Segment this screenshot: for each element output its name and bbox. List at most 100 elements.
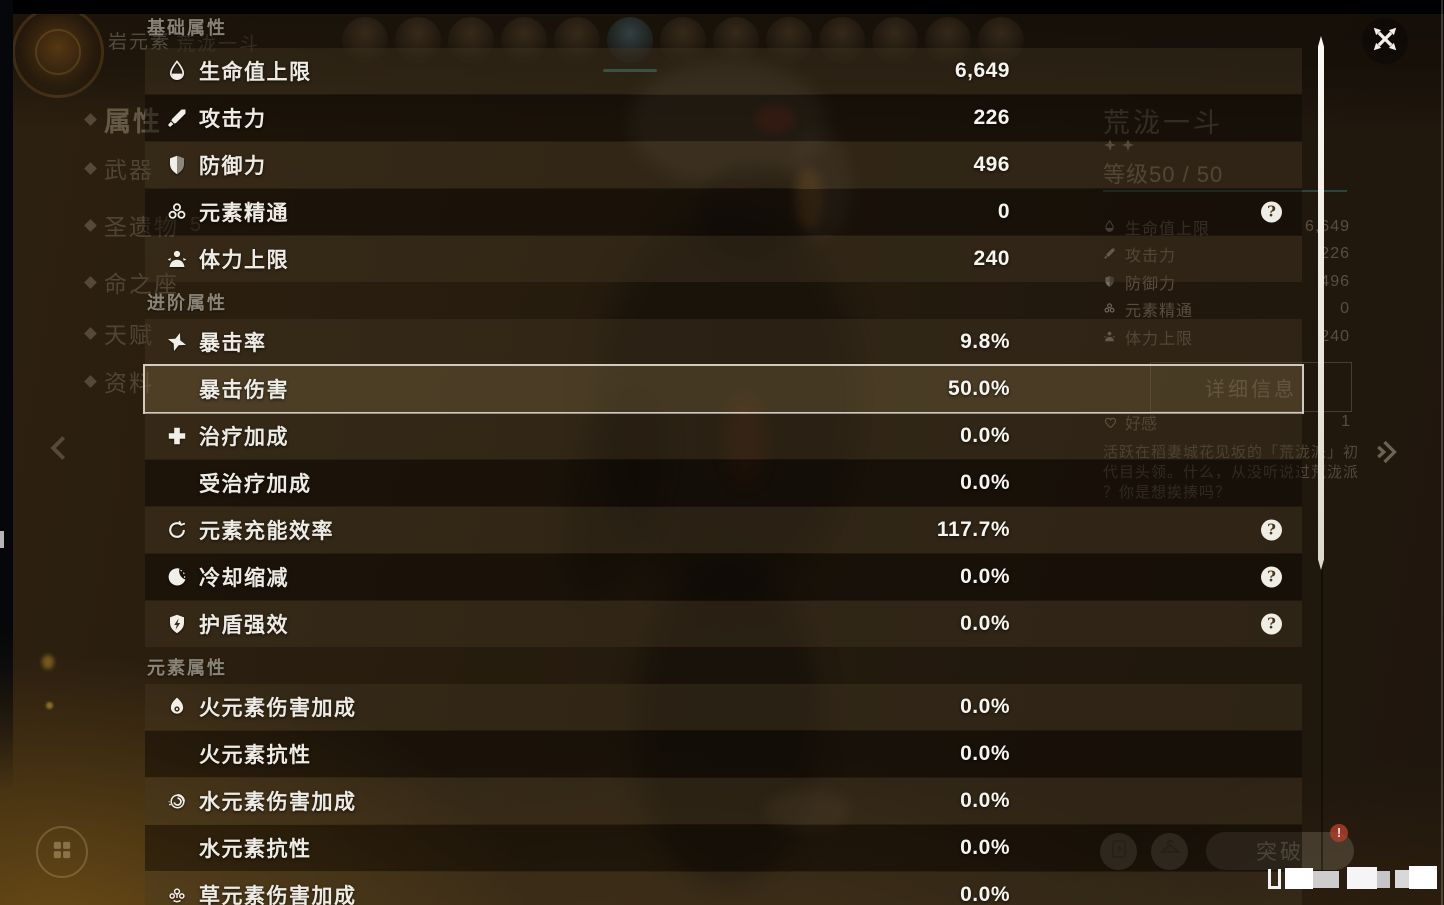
close-button[interactable] <box>1362 18 1408 64</box>
stat-row-3-3[interactable]: 水元素伤害加成 0.0% <box>145 778 1302 824</box>
section-title: 进阶属性 <box>147 293 227 313</box>
party-avatar[interactable] <box>819 17 865 63</box>
card-stat-row: 体力上限 240 <box>1103 323 1350 351</box>
party-avatar[interactable] <box>713 17 759 63</box>
stat-label: 受治疗加成 <box>199 473 312 496</box>
character-name: 荒泷一斗 <box>1103 108 1223 138</box>
sidebar-item-label: 圣遗物 <box>104 214 179 240</box>
chevron-left-icon[interactable] <box>45 434 73 466</box>
stat-row-2-2[interactable]: 暴击伤害 50.0% <box>143 364 1304 414</box>
card-stat-label: 生命值上限 <box>1125 220 1211 238</box>
stat-label: 冷却缩减 <box>199 567 289 590</box>
sparkle-dot <box>42 655 54 669</box>
dendro-icon <box>165 884 188 905</box>
help-icon[interactable]: ? <box>1261 566 1282 588</box>
element-label: 岩元素 <box>108 32 172 53</box>
character-card-button[interactable] <box>1100 833 1137 870</box>
divider <box>1103 190 1347 192</box>
ascend-button[interactable]: 突破 <box>1206 832 1354 870</box>
friendship-value: 1 <box>1341 413 1350 430</box>
help-icon[interactable]: ? <box>1261 201 1282 223</box>
stat-row-1-1[interactable]: 生命值上限 6,649 <box>145 48 1302 94</box>
stat-row-2-7[interactable]: 护盾强效 0.0%? <box>145 601 1302 647</box>
stat-label: 生命值上限 <box>199 61 312 84</box>
stat-row-1-5[interactable]: 体力上限 240 <box>145 236 1302 282</box>
close-icon <box>1368 22 1402 61</box>
hydro-icon <box>165 790 188 813</box>
sidebar-item-6[interactable]: 资料 <box>84 364 154 398</box>
party-avatar[interactable] <box>395 17 441 63</box>
stamina-icon <box>165 248 188 271</box>
chevron-right-icon[interactable] <box>1372 437 1402 479</box>
stat-row-3-4[interactable]: 水元素抗性 0.0% <box>145 825 1302 871</box>
party-avatar[interactable] <box>501 17 547 63</box>
sparkle-dot <box>46 702 53 709</box>
er-icon <box>165 519 188 542</box>
stat-value: 496 <box>973 153 1010 176</box>
atk-icon <box>1103 247 1117 261</box>
stat-row-1-3[interactable]: 防御力 496 <box>145 142 1302 188</box>
sidebar-item-1[interactable]: 属性 <box>84 100 162 139</box>
stat-row-1-2[interactable]: 攻击力 226 <box>145 95 1302 141</box>
grid-menu-icon <box>50 838 74 867</box>
dressing-room-button[interactable] <box>1151 833 1188 870</box>
stat-value: 0.0% <box>960 612 1010 635</box>
menu-button[interactable] <box>36 826 88 878</box>
atk-icon <box>165 107 188 130</box>
stat-value: 240 <box>973 247 1010 270</box>
party-avatar[interactable] <box>660 17 706 63</box>
stat-label: 体力上限 <box>199 249 289 272</box>
diamond-bullet-icon <box>84 161 97 175</box>
stat-row-1-4[interactable]: 元素精通 0? <box>145 189 1302 235</box>
screen-right-edge <box>1441 0 1443 905</box>
sidebar-item-4[interactable]: 命之座 <box>84 265 179 299</box>
party-avatar[interactable] <box>554 17 600 63</box>
card-stat-row: 元素精通 0 <box>1103 296 1350 324</box>
card-stat-value: 496 <box>1320 272 1350 290</box>
stat-value: 0 <box>997 200 1010 223</box>
letterbox-top <box>0 0 1444 14</box>
party-avatar[interactable] <box>342 17 388 63</box>
stat-row-2-3[interactable]: 治疗加成 0.0% <box>145 413 1302 459</box>
character-name-faint: 荒泷一斗 <box>176 34 261 55</box>
card-icon <box>1108 838 1130 865</box>
stat-row-3-2[interactable]: 火元素抗性 0.0% <box>145 731 1302 777</box>
card-stat-row: 防御力 496 <box>1103 268 1350 296</box>
scrollbar-thumb[interactable] <box>1318 36 1324 570</box>
stat-row-2-1[interactable]: 暴击率 9.8% <box>145 319 1302 365</box>
stat-value: 0.0% <box>960 471 1010 494</box>
sidebar-item-5[interactable]: 天赋 <box>84 316 154 350</box>
party-avatar[interactable] <box>766 17 812 63</box>
character-card-stats: 生命值上限 6,649 攻击力 226 防御力 496 元素精通 0 体力上限 240 <box>1103 213 1350 351</box>
help-icon[interactable]: ? <box>1261 613 1282 635</box>
sidebar-item-3[interactable]: 圣遗物 5 <box>84 208 201 242</box>
stat-value: 0.0% <box>960 789 1010 812</box>
party-avatar[interactable] <box>978 17 1024 63</box>
sidebar-item-2[interactable]: 武器 <box>84 151 154 185</box>
party-avatar[interactable] <box>872 17 918 63</box>
help-icon[interactable]: ? <box>1261 519 1282 541</box>
friendship-row: 好感 1 <box>1103 410 1350 434</box>
healing-icon <box>165 425 188 448</box>
stat-row-2-4[interactable]: 受治疗加成 0.0% <box>145 460 1302 506</box>
diamond-bullet-icon <box>84 113 97 126</box>
hp-icon <box>165 60 188 83</box>
section-title: 基础属性 <box>147 18 227 38</box>
stat-label: 治疗加成 <box>199 426 289 449</box>
stat-row-2-6[interactable]: 冷却缩减 0.0%? <box>145 554 1302 600</box>
stat-value: 0.0% <box>960 695 1010 718</box>
stat-row-2-5[interactable]: 元素充能效率 117.7%? <box>145 507 1302 553</box>
sidebar-item-label: 资料 <box>104 370 154 396</box>
stat-row-3-1[interactable]: 火元素伤害加成 0.0% <box>145 684 1302 730</box>
crit-rate-icon <box>165 331 188 354</box>
sidebar-item-label: 命之座 <box>104 271 179 297</box>
party-avatar[interactable] <box>448 17 494 63</box>
cd-icon <box>165 566 188 589</box>
stat-row-3-5[interactable]: 草元素伤害加成 0.0% <box>145 872 1302 905</box>
hanger-icon <box>1158 838 1181 865</box>
stat-label: 暴击伤害 <box>199 379 289 402</box>
party-avatar[interactable] <box>607 17 653 63</box>
stat-label: 护盾强效 <box>199 614 289 637</box>
party-avatar[interactable] <box>925 17 971 63</box>
def-icon <box>165 154 188 177</box>
